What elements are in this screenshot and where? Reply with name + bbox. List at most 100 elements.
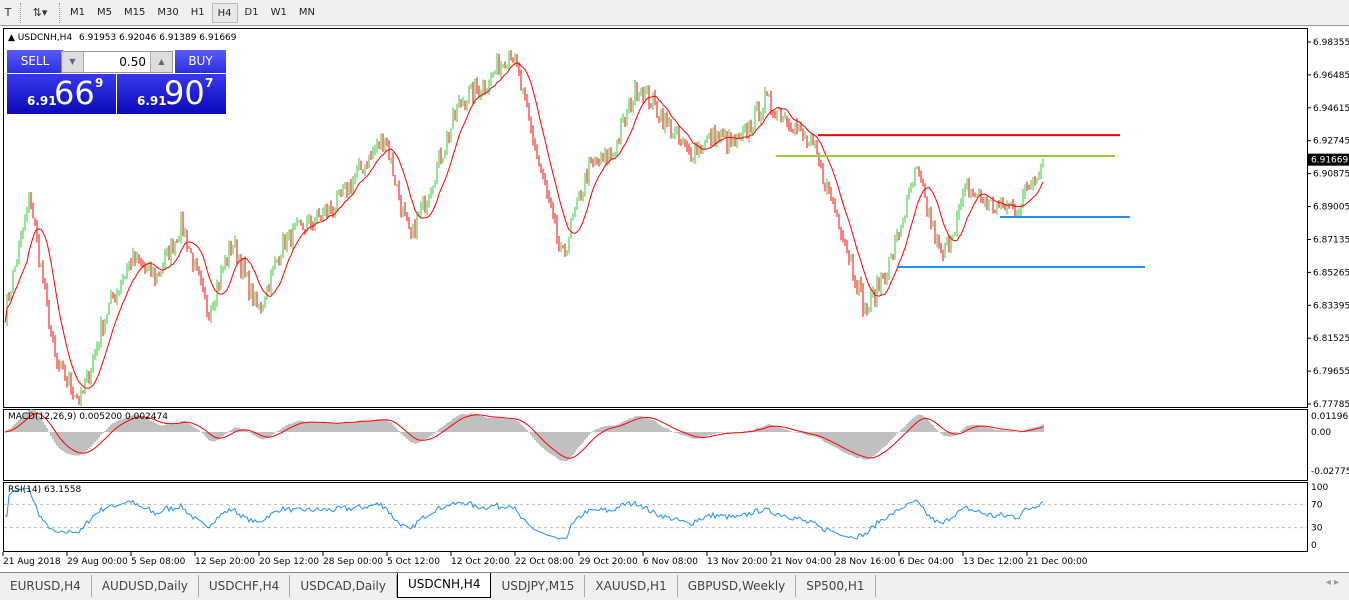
macd-histogram-bar [682, 432, 684, 436]
macd-histogram-bar [170, 423, 172, 432]
timeframe-m5[interactable]: M5 [97, 6, 112, 18]
macd-histogram-bar [718, 432, 720, 434]
chart-tab[interactable]: USDJPY,M15 [491, 575, 586, 597]
tab-scroll-arrows-icon[interactable]: ◂ ▸ [1325, 577, 1339, 588]
macd-histogram-bar [466, 414, 468, 432]
macd-histogram-bar [818, 432, 820, 439]
macd-histogram-bar [632, 417, 634, 432]
macd-histogram-bar [540, 432, 542, 447]
macd-histogram-bar [312, 422, 314, 432]
macd-histogram-bar [190, 424, 192, 432]
macd-histogram-bar [454, 417, 456, 432]
chart-tab[interactable]: SP500,H1 [796, 575, 876, 597]
chart-tabs: EURUSD,H4 AUDUSD,Daily USDCHF,H4 USDCAD,Dai… [0, 572, 1349, 600]
text-tool-icon[interactable]: T [4, 6, 12, 19]
macd-histogram-bar [994, 429, 996, 432]
lot-size-field[interactable]: ▼ 0.50 ▲ [61, 51, 173, 73]
macd-histogram-bar [316, 422, 318, 432]
macd-histogram-bar [552, 432, 554, 456]
macd-histogram-bar [500, 418, 502, 432]
macd-histogram-bar [490, 417, 492, 432]
timeframe-w1[interactable]: W1 [270, 6, 287, 18]
macd-histogram-bar [278, 430, 280, 432]
macd-histogram-bar [28, 410, 30, 432]
timeframe-m15[interactable]: M15 [124, 6, 146, 18]
macd-histogram-bar [34, 410, 36, 432]
time-axis-label: 21 Dec 00:00 [1027, 557, 1088, 567]
macd-histogram-bar [884, 432, 886, 447]
chart-tab[interactable]: USDCHF,H4 [199, 575, 291, 597]
timeframe-m1[interactable]: M1 [70, 6, 85, 18]
macd-histogram-bar [150, 420, 152, 432]
macd-histogram-bar [184, 421, 186, 432]
chart-canvas[interactable]: 6.98355 6.96485 6.94615 6.92745 6.90875 6.890… [0, 0, 1349, 572]
macd-histogram-bar [712, 432, 714, 434]
chart-tab[interactable]: XAUUSD,H1 [585, 575, 678, 597]
chart-tab[interactable]: AUDUSD,Daily [92, 575, 199, 597]
macd-histogram-bar [396, 428, 398, 432]
chart-tab[interactable]: EURUSD,H4 [0, 575, 92, 597]
macd-histogram-bar [276, 431, 278, 432]
buy-button[interactable]: BUY [175, 50, 226, 73]
collapse-triangle-icon[interactable]: ▲ [8, 33, 15, 43]
chart-tab[interactable]: USDCAD,Daily [290, 575, 397, 597]
chart-window[interactable] [0, 27, 1349, 572]
macd-histogram-bar [410, 432, 412, 443]
macd-histogram-bar [224, 432, 226, 435]
macd-histogram-bar [478, 415, 480, 432]
macd-histogram-bar [46, 428, 48, 432]
macd-histogram-bar [996, 429, 998, 432]
timeframe-d1[interactable]: D1 [244, 6, 259, 18]
macd-histogram-bar [984, 426, 986, 432]
macd-histogram-bar [66, 432, 68, 454]
timeframe-h1[interactable]: H1 [190, 6, 205, 18]
macd-histogram-bar [882, 432, 884, 448]
macd-histogram-bar [158, 424, 160, 432]
macd-histogram-bar [570, 432, 572, 458]
macd-histogram-bar [254, 432, 256, 436]
macd-histogram-bar [572, 432, 574, 455]
macd-histogram-bar [596, 428, 598, 432]
macd-histogram-bar [814, 432, 816, 437]
lot-value[interactable]: 0.50 [119, 55, 146, 69]
time-axis-label: 28 Nov 16:00 [835, 557, 896, 567]
macd-histogram-bar [1000, 429, 1002, 432]
macd-histogram-bar [440, 427, 442, 432]
macd-histogram-bar [196, 428, 198, 432]
macd-histogram-bar [680, 432, 682, 435]
macd-histogram-bar [426, 432, 428, 439]
macd-histogram-bar [72, 432, 74, 456]
objects-dropdown-icon[interactable]: ⇅▾ [32, 6, 48, 19]
buy-price[interactable]: 6.91 90 7 [117, 74, 226, 114]
macd-histogram-bar [198, 430, 200, 432]
macd-histogram-bar [900, 429, 902, 432]
lot-decrease-button[interactable]: ▼ [62, 52, 84, 72]
macd-histogram-bar [774, 426, 776, 432]
macd-histogram-bar [460, 414, 462, 432]
price-axis-label: 6.77785 [1313, 400, 1349, 410]
macd-histogram-bar [176, 422, 178, 432]
macd-histogram-bar [902, 428, 904, 432]
macd-histogram-bar [332, 423, 334, 432]
lot-increase-button[interactable]: ▲ [150, 52, 172, 72]
macd-histogram-bar [926, 419, 928, 432]
chart-tab[interactable]: GBPUSD,Weekly [678, 575, 797, 597]
timeframe-m30[interactable]: M30 [157, 6, 179, 18]
chart-tab[interactable]: USDCNH,H4 [396, 573, 492, 598]
sell-price[interactable]: 6.91 66 9 [7, 74, 116, 114]
macd-histogram-bar [706, 432, 708, 437]
macd-histogram-bar [744, 431, 746, 432]
sell-button[interactable]: SELL [7, 50, 63, 73]
macd-histogram-bar [112, 423, 114, 432]
macd-histogram-bar [106, 428, 108, 432]
macd-histogram-bar [20, 417, 22, 432]
macd-signal-line [4, 412, 1044, 459]
macd-histogram-bar [68, 432, 70, 454]
macd-histogram-bar [976, 424, 978, 432]
timeframe-h4[interactable]: H4 [211, 2, 238, 23]
symbol-label: USDCNH,H4 [17, 33, 73, 43]
macd-histogram-bar [26, 411, 28, 432]
macd-histogram-bar [614, 425, 616, 432]
macd-histogram-bar [44, 424, 46, 432]
timeframe-mn[interactable]: MN [298, 6, 315, 18]
